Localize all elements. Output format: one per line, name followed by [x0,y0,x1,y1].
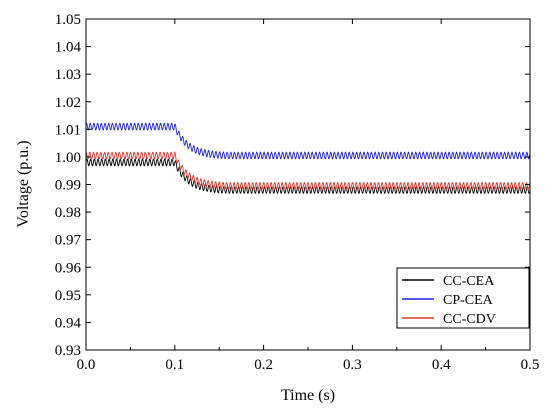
y-tick-label: 0.99 [55,178,81,194]
series-line-cp-cea [86,122,530,160]
legend-entry: CC-CEA [443,274,495,289]
legend: CC-CEA CP-CEA CC-CDV [396,267,530,329]
x-tick-label: 0.2 [254,357,273,373]
x-tick-label: 0.3 [343,357,362,373]
series-line-cc-cdv [86,151,530,190]
y-tick-label: 1.00 [55,150,81,166]
y-tick-label: 1.02 [55,95,81,111]
y-tick-label: 0.97 [55,233,82,249]
y-tick-label: 1.04 [55,40,82,56]
y-axis-label: Voltage (p.u.) [15,140,32,227]
y-tick-label: 1.01 [55,122,81,138]
y-tick-label: 0.93 [55,343,81,359]
x-tick-label: 0.5 [521,357,540,373]
y-tick-label: 0.95 [55,288,81,304]
series-line-cc-cea [86,158,530,194]
y-axis: 0.93 0.94 0.95 0.96 0.97 0.98 0.99 1.00 1.01 1.02… [55,12,530,359]
legend-entry: CC-CDV [443,312,496,327]
x-tick-label: 0.0 [77,357,96,373]
series-layer [86,122,530,194]
y-tick-label: 0.94 [55,315,82,331]
y-tick-label: 0.96 [55,260,82,276]
x-tick-label: 0.1 [165,357,184,373]
y-tick-label: 1.03 [55,67,81,83]
x-tick-label: 0.4 [432,357,451,373]
y-tick-label: 1.05 [55,12,81,28]
x-axis: 0.0 0.1 0.2 0.3 0.4 0.5 [77,19,540,373]
legend-entry: CP-CEA [443,293,494,308]
plot-area [86,122,530,194]
x-axis-label: Time (s) [281,387,335,404]
y-tick-label: 0.98 [55,205,81,221]
